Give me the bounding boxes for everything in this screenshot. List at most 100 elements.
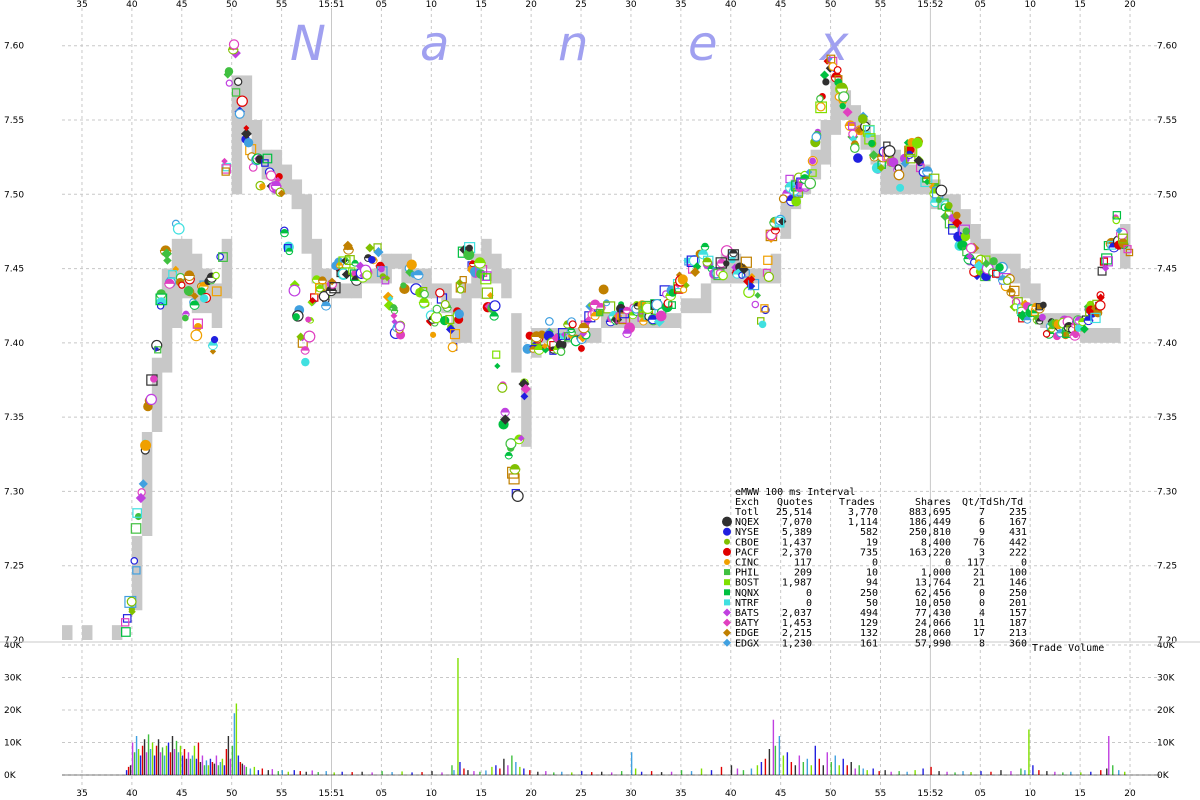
quote-mark [445, 314, 455, 324]
nbbo-band-segment [960, 209, 971, 239]
volume-bar [1070, 771, 1072, 775]
nbbo-band-segment [391, 253, 402, 269]
volume-bar [720, 766, 723, 775]
quote-mark [277, 189, 286, 198]
quote-mark [1099, 257, 1109, 266]
legend-row-shtd: 187 [1009, 618, 1027, 629]
volume-bar [203, 765, 206, 775]
quote-mark [419, 297, 429, 303]
quote-mark [211, 286, 222, 297]
quote-mark [913, 155, 924, 166]
legend-row-shares: 250,810 [909, 527, 951, 538]
legend-row-qttd: 9 [979, 527, 985, 538]
quote-mark [622, 332, 632, 338]
volume-bar [581, 771, 583, 775]
quote-mark [690, 267, 701, 278]
quote-mark [156, 289, 166, 295]
volume-bar [700, 768, 703, 775]
quote-mark [243, 124, 250, 132]
quote-mark [723, 260, 730, 267]
legend-row-shtd: 201 [1009, 598, 1027, 609]
quote-mark [500, 414, 511, 425]
volume-bar [299, 771, 301, 775]
quote-mark [965, 243, 977, 254]
volume-bar [169, 752, 172, 775]
legend-row-shares: 24,066 [915, 618, 951, 629]
legend-row-trades: 582 [860, 527, 878, 538]
quote-mark [303, 330, 316, 343]
quote-mark [120, 627, 131, 637]
nbbo-band-segment [421, 268, 432, 299]
quote-mark [505, 451, 513, 456]
quote-mark [420, 289, 429, 299]
legend-row-quotes: 1,453 [782, 618, 812, 629]
quote-mark [315, 287, 324, 293]
nbbo-band-segment [750, 268, 762, 284]
quote-mark [456, 285, 465, 294]
quote-mark [342, 240, 353, 251]
quote-mark [1102, 256, 1113, 267]
quote-mark [893, 169, 905, 181]
x-tick-label-bottom: 45 [176, 789, 187, 799]
quote-mark [740, 256, 752, 268]
volume-bar [129, 765, 132, 775]
quote-mark [922, 170, 933, 177]
legend-row-exch: PACF [735, 547, 759, 558]
nbbo-band-segment [211, 283, 223, 328]
quote-mark [383, 299, 395, 311]
volume-bar [441, 772, 443, 775]
quote-mark [318, 291, 330, 302]
quote-mark [296, 332, 306, 342]
volume-bar [137, 749, 140, 775]
x-tick-label-bottom: 50 [226, 789, 238, 799]
legend-row-qttd: 21 [973, 568, 985, 579]
nbbo-band-segment [491, 253, 502, 284]
x-tick-label-top: 40 [725, 0, 737, 10]
quote-mark [405, 267, 415, 277]
quote-marks [120, 39, 1134, 637]
x-tick-label-top: 15 [475, 0, 486, 10]
legend-row-qttd: 117 [967, 558, 985, 569]
volume-tick-label-right: 40K [1157, 641, 1175, 651]
volume-bar [1000, 770, 1002, 775]
volume-bar [790, 762, 793, 775]
volume-tick-label-left: 10K [4, 739, 22, 749]
y-cut-label-left: 7.20 [4, 636, 24, 646]
volume-bar [473, 771, 475, 775]
volume-bar [239, 762, 242, 775]
legend-row-exch: EDGX [735, 638, 759, 649]
nbbo-band-segment [630, 313, 642, 328]
quote-mark [838, 91, 850, 103]
quote-mark [500, 407, 510, 412]
volume-bar [371, 772, 373, 775]
quote-mark [1006, 287, 1016, 293]
quote-mark [225, 79, 233, 87]
quote-mark [995, 263, 1004, 272]
quote-mark [1123, 245, 1132, 254]
y-tick-label-left: 7.30 [4, 487, 24, 497]
volume-bar [914, 770, 916, 775]
quote-mark [199, 294, 209, 303]
volume-bar [553, 772, 555, 775]
quote-mark [234, 108, 245, 119]
quote-mark [774, 216, 785, 227]
quote-mark [218, 252, 228, 262]
x-tick-label-top: 15 [1074, 0, 1085, 10]
nbbo-band-segment [271, 149, 283, 195]
quote-mark [577, 344, 585, 352]
quote-mark [598, 284, 609, 295]
volume-bar [257, 770, 260, 775]
quote-mark [227, 48, 239, 55]
legend-row-quotes: 117 [794, 558, 812, 569]
volume-bar [571, 772, 573, 775]
y-tick-label-right: 7.50 [1157, 190, 1177, 200]
y-tick-label-left: 7.50 [4, 190, 24, 200]
quote-mark [497, 382, 508, 393]
volume-bar [165, 745, 168, 775]
x-tick-label-top: 20 [1124, 0, 1136, 10]
volume-bar [660, 772, 663, 775]
quote-mark [489, 300, 501, 312]
volume-bar [287, 771, 289, 775]
volume-bar [742, 770, 745, 775]
volume-bar [167, 742, 170, 775]
